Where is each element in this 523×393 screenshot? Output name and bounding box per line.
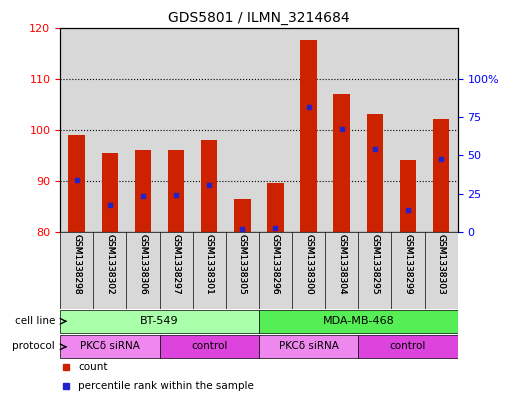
Text: GSM1338300: GSM1338300 [304, 234, 313, 295]
Text: GSM1338295: GSM1338295 [370, 234, 379, 295]
Bar [292, 28, 325, 232]
FancyBboxPatch shape [425, 232, 458, 309]
Bar [259, 28, 292, 232]
Bar [69, 135, 85, 232]
Bar [267, 183, 283, 232]
Text: GSM1338296: GSM1338296 [271, 234, 280, 295]
Bar [201, 140, 218, 232]
FancyBboxPatch shape [259, 232, 292, 309]
Text: GSM1338296: GSM1338296 [271, 234, 280, 295]
Bar [300, 40, 317, 232]
Title: GDS5801 / ILMN_3214684: GDS5801 / ILMN_3214684 [168, 11, 350, 25]
Bar [135, 150, 151, 232]
Text: count: count [78, 362, 108, 372]
Bar [60, 335, 160, 358]
Text: PKCδ siRNA: PKCδ siRNA [80, 341, 140, 351]
Bar [192, 28, 226, 232]
Text: percentile rank within the sample: percentile rank within the sample [78, 381, 254, 391]
Bar [127, 28, 160, 232]
Bar [160, 28, 192, 232]
Bar [259, 310, 458, 333]
Text: GSM1338304: GSM1338304 [337, 234, 346, 295]
Text: GSM1338302: GSM1338302 [105, 234, 115, 295]
Bar [160, 335, 259, 358]
Text: GSM1338306: GSM1338306 [139, 234, 147, 295]
Bar [226, 28, 259, 232]
Bar [433, 119, 449, 232]
Text: GSM1338301: GSM1338301 [204, 234, 214, 295]
Bar [358, 28, 391, 232]
Text: control: control [191, 341, 228, 351]
FancyBboxPatch shape [160, 232, 192, 309]
Bar [101, 152, 118, 232]
Text: GSM1338299: GSM1338299 [403, 234, 413, 295]
Text: GSM1338305: GSM1338305 [238, 234, 247, 295]
FancyBboxPatch shape [192, 232, 226, 309]
Bar [400, 160, 416, 232]
FancyBboxPatch shape [292, 232, 325, 309]
Text: GSM1338298: GSM1338298 [72, 234, 81, 295]
Bar [325, 28, 358, 232]
Bar [60, 310, 259, 333]
Text: GSM1338301: GSM1338301 [204, 234, 214, 295]
FancyBboxPatch shape [127, 232, 160, 309]
Text: GSM1338303: GSM1338303 [437, 234, 446, 295]
FancyBboxPatch shape [358, 232, 391, 309]
Text: GSM1338298: GSM1338298 [72, 234, 81, 295]
Text: cell line: cell line [15, 316, 55, 326]
Text: control: control [390, 341, 426, 351]
FancyBboxPatch shape [391, 232, 425, 309]
Text: GSM1338295: GSM1338295 [370, 234, 379, 295]
Text: BT-549: BT-549 [140, 316, 179, 326]
Text: GSM1338302: GSM1338302 [105, 234, 115, 295]
Bar [60, 28, 93, 232]
Text: GSM1338303: GSM1338303 [437, 234, 446, 295]
FancyBboxPatch shape [226, 232, 259, 309]
Text: GSM1338299: GSM1338299 [403, 234, 413, 295]
Bar [425, 28, 458, 232]
Text: GSM1338297: GSM1338297 [172, 234, 180, 295]
Bar [234, 198, 251, 232]
Bar [93, 28, 127, 232]
Bar [391, 28, 425, 232]
Text: PKCδ siRNA: PKCδ siRNA [279, 341, 338, 351]
Bar [259, 335, 358, 358]
Bar [334, 94, 350, 232]
Text: GSM1338304: GSM1338304 [337, 234, 346, 295]
Text: MDA-MB-468: MDA-MB-468 [322, 316, 394, 326]
Bar [168, 150, 185, 232]
Text: GSM1338306: GSM1338306 [139, 234, 147, 295]
Text: GSM1338297: GSM1338297 [172, 234, 180, 295]
Bar [367, 114, 383, 232]
FancyBboxPatch shape [93, 232, 127, 309]
Text: GSM1338305: GSM1338305 [238, 234, 247, 295]
Text: protocol: protocol [12, 341, 55, 351]
FancyBboxPatch shape [60, 232, 93, 309]
Text: GSM1338300: GSM1338300 [304, 234, 313, 295]
FancyBboxPatch shape [325, 232, 358, 309]
Bar [358, 335, 458, 358]
